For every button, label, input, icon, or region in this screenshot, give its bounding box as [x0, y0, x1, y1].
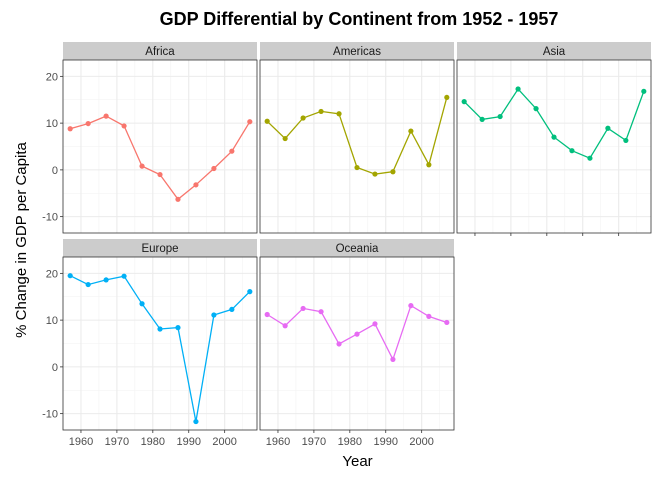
data-point-americas	[300, 115, 306, 121]
data-point-americas	[372, 171, 378, 177]
data-point-africa	[229, 148, 235, 154]
data-point-europe	[139, 301, 145, 307]
data-point-asia	[587, 155, 593, 161]
data-point-asia	[497, 113, 503, 120]
facet-strip-label: Americas	[333, 46, 381, 58]
data-point-africa	[211, 165, 217, 172]
data-point-asia	[605, 125, 611, 131]
data-point-americas	[354, 164, 360, 171]
x-tick-label: 2000	[212, 436, 236, 448]
x-tick-label: 1960	[266, 436, 290, 448]
facet-strip-africa	[63, 42, 257, 60]
facet-strip-americas	[260, 42, 454, 60]
facet-strip-label: Asia	[543, 46, 566, 58]
y-axis-title: % Change in GDP per Capita	[13, 142, 30, 338]
panel-border	[259, 59, 455, 234]
data-point-oceania	[354, 331, 360, 337]
data-point-europe	[103, 277, 109, 283]
data-point-americas	[264, 118, 270, 124]
data-point-oceania	[300, 305, 306, 312]
x-tick-label: 1980	[338, 436, 362, 448]
data-point-africa	[139, 163, 145, 169]
y-tick-label: 0	[52, 165, 58, 177]
data-point-americas	[426, 162, 432, 168]
panel-border	[62, 256, 258, 431]
data-point-americas	[282, 135, 288, 142]
data-point-europe	[247, 289, 253, 295]
data-point-europe	[121, 273, 127, 279]
data-point-oceania	[372, 321, 378, 327]
data-point-asia	[515, 86, 521, 92]
data-point-europe	[85, 281, 91, 288]
y-tick-label: -10	[42, 212, 58, 224]
data-point-oceania	[444, 319, 450, 326]
data-point-europe	[67, 273, 73, 279]
x-axis-title: Year	[342, 453, 372, 470]
y-tick-label: 0	[52, 362, 58, 374]
data-point-americas	[336, 111, 342, 117]
data-point-europe	[229, 306, 235, 312]
data-point-asia	[551, 134, 557, 140]
x-tick-label: 1960	[69, 436, 93, 448]
data-point-europe	[193, 418, 199, 425]
facet-strip-label: Oceania	[336, 243, 379, 255]
data-point-africa	[247, 119, 253, 125]
data-point-oceania	[336, 341, 342, 347]
data-point-asia	[569, 148, 575, 154]
data-point-asia	[623, 137, 629, 144]
data-point-europe	[157, 326, 163, 332]
data-point-africa	[121, 123, 127, 129]
x-tick-label: 1990	[373, 436, 397, 448]
data-point-oceania	[318, 309, 324, 315]
facet-strip-europe	[63, 239, 257, 257]
data-point-americas	[390, 169, 396, 175]
data-point-americas	[318, 108, 324, 115]
panel-border	[62, 59, 258, 234]
data-point-africa	[67, 126, 73, 132]
x-tick-label: 1970	[302, 436, 326, 448]
data-point-oceania	[408, 303, 414, 309]
x-tick-label: 1990	[176, 436, 200, 448]
x-tick-label: 1980	[141, 436, 165, 448]
data-point-oceania	[282, 323, 288, 329]
chart-title: GDP Differential by Continent from 1952 …	[160, 9, 559, 29]
data-point-oceania	[390, 356, 396, 362]
y-tick-label: 20	[46, 268, 58, 280]
data-point-africa	[85, 120, 91, 127]
data-point-americas	[444, 94, 450, 101]
facet-strip-label: Europe	[141, 243, 178, 255]
y-tick-label: -10	[42, 409, 58, 421]
data-point-africa	[157, 171, 163, 178]
data-point-africa	[175, 196, 181, 202]
data-point-asia	[461, 99, 467, 105]
data-point-africa	[103, 113, 109, 119]
data-point-europe	[211, 312, 217, 318]
facet-strip-label: Africa	[145, 46, 175, 58]
y-tick-label: 10	[46, 315, 58, 327]
facet-strip-oceania	[260, 239, 454, 257]
data-point-africa	[193, 182, 199, 188]
facet-panels: Africa -10 0 10 20 Americas Asia Europe -10 0 10 20…	[42, 42, 652, 448]
data-point-oceania	[426, 313, 432, 319]
x-tick-label: 2000	[409, 436, 433, 448]
data-point-asia	[479, 116, 485, 122]
data-point-europe	[175, 325, 181, 331]
data-point-americas	[408, 128, 414, 134]
y-tick-label: 10	[46, 118, 58, 130]
panel-border	[259, 256, 455, 431]
x-tick-label: 1970	[105, 436, 129, 448]
data-point-asia	[533, 106, 539, 112]
data-point-asia	[641, 88, 647, 94]
data-point-oceania	[264, 311, 270, 318]
y-tick-label: 20	[46, 71, 58, 83]
facet-strip-asia	[457, 42, 651, 60]
panel-border	[456, 59, 652, 234]
